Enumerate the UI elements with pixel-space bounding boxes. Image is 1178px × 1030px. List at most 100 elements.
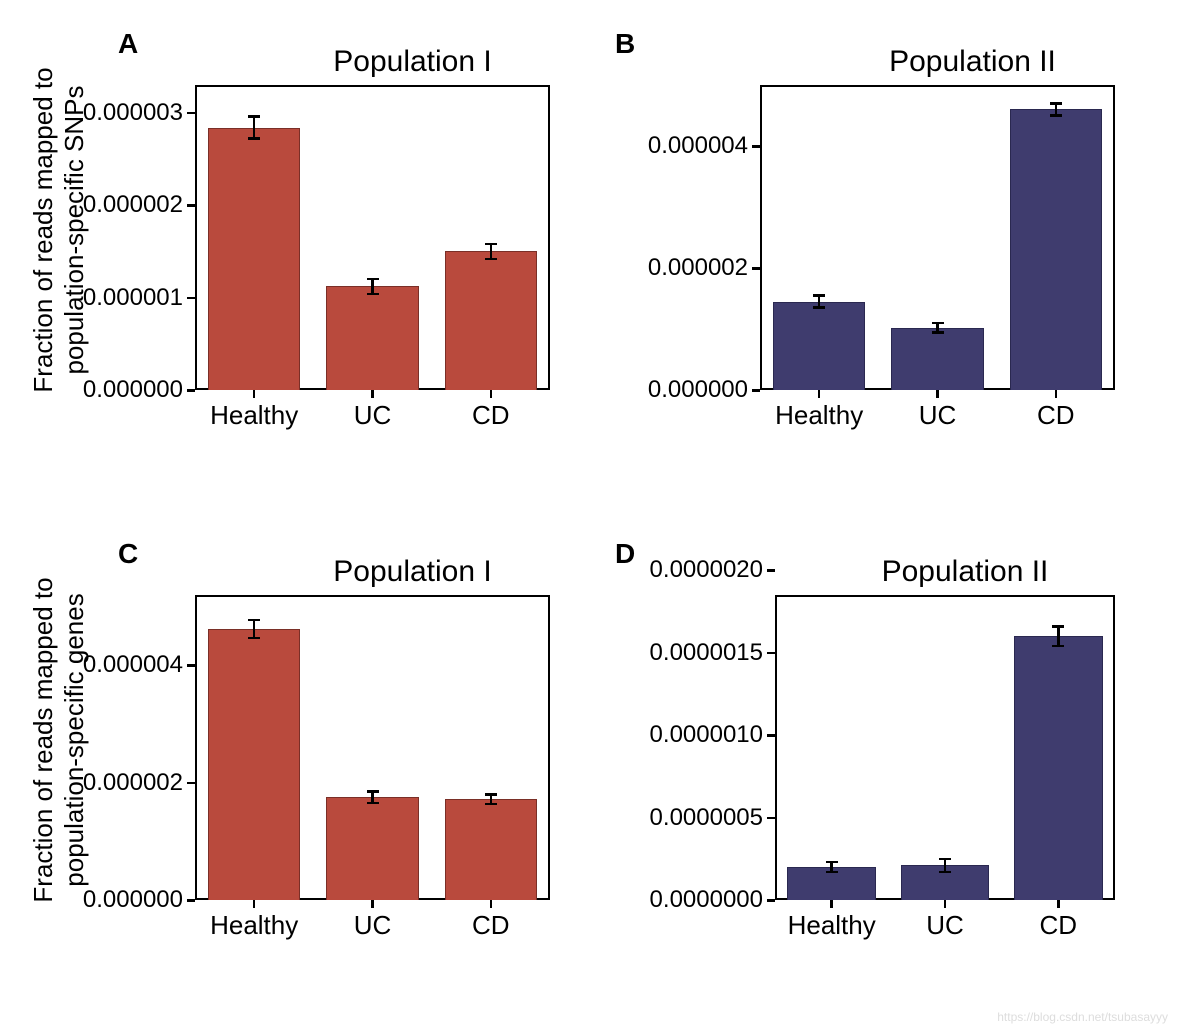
ytick-label-B-1: 0.000002 — [610, 254, 748, 282]
errorbar-cap-C-cd-1 — [485, 803, 497, 806]
errorbar-cap-B-cd-0 — [1050, 102, 1062, 105]
ytick-mark-A-3 — [187, 112, 195, 115]
ytick-label-B-0: 0.000000 — [610, 376, 748, 404]
errorbar-cap-D-healthy-1 — [826, 871, 838, 874]
ytick-label-C-2: 0.000004 — [45, 651, 183, 679]
xtick-label-B-cd: CD — [997, 400, 1115, 431]
ytick-mark-D-4 — [767, 569, 775, 572]
errorbar-cap-A-cd-0 — [485, 243, 497, 246]
errorbar-cap-B-healthy-0 — [813, 294, 825, 297]
figure-root: Fraction of reads mapped topopulation-sp… — [0, 0, 1178, 1030]
bar-C-uc — [326, 797, 418, 900]
errorbar-cap-A-healthy-0 — [248, 115, 260, 118]
errorbar-D-cd — [1057, 626, 1060, 646]
ytick-mark-B-0 — [752, 389, 760, 392]
ytick-label-C-1: 0.000002 — [45, 769, 183, 797]
ytick-label-B-2: 0.000004 — [610, 132, 748, 160]
xtick-label-D-cd: CD — [1002, 910, 1115, 941]
panel-title-A: Population I — [265, 45, 560, 79]
xtick-label-D-uc: UC — [888, 910, 1001, 941]
ytick-label-D-3: 0.0000015 — [625, 639, 763, 667]
xtick-mark-B-0 — [818, 390, 821, 398]
errorbar-cap-C-healthy-0 — [248, 619, 260, 622]
ytick-mark-A-2 — [187, 204, 195, 207]
errorbar-cap-C-cd-0 — [485, 793, 497, 796]
errorbar-cap-B-uc-0 — [932, 322, 944, 325]
xtick-mark-C-0 — [253, 900, 256, 908]
xtick-mark-C-1 — [371, 900, 374, 908]
ytick-label-D-1: 0.0000005 — [625, 804, 763, 832]
ytick-label-A-0: 0.000000 — [45, 376, 183, 404]
xtick-mark-B-1 — [936, 390, 939, 398]
panel-title-B: Population II — [825, 45, 1120, 79]
ytick-mark-C-0 — [187, 899, 195, 902]
ytick-mark-D-2 — [767, 734, 775, 737]
panel-label-B: B — [615, 28, 635, 60]
bar-A-uc — [326, 286, 418, 390]
bar-C-cd — [445, 799, 537, 900]
ytick-mark-A-1 — [187, 297, 195, 300]
xtick-label-B-uc: UC — [878, 400, 996, 431]
xtick-mark-D-0 — [830, 900, 833, 908]
bar-D-cd — [1014, 636, 1102, 900]
xtick-mark-A-1 — [371, 390, 374, 398]
panel-label-A: A — [118, 28, 138, 60]
errorbar-cap-D-cd-1 — [1052, 645, 1064, 648]
ytick-label-D-4: 0.0000020 — [625, 556, 763, 584]
errorbar-cap-C-uc-0 — [367, 790, 379, 793]
ytick-label-C-0: 0.000000 — [45, 886, 183, 914]
xtick-label-A-cd: CD — [432, 400, 550, 431]
errorbar-cap-B-cd-1 — [1050, 114, 1062, 117]
errorbar-cap-B-uc-1 — [932, 331, 944, 334]
errorbar-cap-A-uc-1 — [367, 293, 379, 296]
bar-B-uc — [891, 328, 983, 390]
xtick-label-A-uc: UC — [313, 400, 431, 431]
xtick-label-B-healthy: Healthy — [760, 400, 878, 431]
ytick-label-D-2: 0.0000010 — [625, 721, 763, 749]
ytick-mark-D-0 — [767, 899, 775, 902]
panel-title-C: Population I — [265, 555, 560, 589]
errorbar-cap-D-healthy-0 — [826, 861, 838, 864]
ytick-mark-A-0 — [187, 389, 195, 392]
ytick-label-A-3: 0.000003 — [45, 99, 183, 127]
bar-B-cd — [1010, 109, 1102, 390]
panel-label-C: C — [118, 538, 138, 570]
errorbar-cap-D-uc-1 — [939, 871, 951, 874]
errorbar-cap-A-uc-0 — [367, 278, 379, 281]
ytick-mark-C-1 — [187, 782, 195, 785]
errorbar-cap-A-healthy-1 — [248, 137, 260, 140]
ylabel-row2: Fraction of reads mapped topopulation-sp… — [28, 540, 90, 940]
bar-A-cd — [445, 251, 537, 390]
xtick-label-A-healthy: Healthy — [195, 400, 313, 431]
ytick-mark-B-1 — [752, 267, 760, 270]
xtick-mark-A-0 — [253, 390, 256, 398]
errorbar-C-healthy — [253, 620, 256, 638]
ytick-mark-C-2 — [187, 664, 195, 667]
panel-title-D: Population II — [825, 555, 1105, 589]
errorbar-A-healthy — [253, 116, 256, 138]
xtick-mark-A-2 — [490, 390, 493, 398]
ytick-label-A-1: 0.000001 — [45, 284, 183, 312]
xtick-mark-B-2 — [1055, 390, 1058, 398]
ytick-label-D-0: 0.0000000 — [625, 886, 763, 914]
xtick-label-C-healthy: Healthy — [195, 910, 313, 941]
errorbar-cap-D-cd-0 — [1052, 625, 1064, 628]
bar-B-healthy — [773, 302, 865, 390]
xtick-mark-D-2 — [1057, 900, 1060, 908]
xtick-label-C-cd: CD — [432, 910, 550, 941]
errorbar-cap-C-healthy-1 — [248, 637, 260, 640]
ytick-label-A-2: 0.000002 — [45, 191, 183, 219]
xtick-label-C-uc: UC — [313, 910, 431, 941]
ylabel-row2-line1: Fraction of reads mapped topopulation-sp… — [28, 577, 89, 902]
ylabel-row1: Fraction of reads mapped topopulation-sp… — [28, 30, 90, 430]
watermark: https://blog.csdn.net/tsubasayyy — [997, 1010, 1168, 1024]
ytick-mark-D-1 — [767, 817, 775, 820]
xtick-mark-D-1 — [944, 900, 947, 908]
errorbar-cap-C-uc-1 — [367, 802, 379, 805]
ytick-mark-D-3 — [767, 652, 775, 655]
xtick-mark-C-2 — [490, 900, 493, 908]
errorbar-cap-D-uc-0 — [939, 858, 951, 861]
bar-C-healthy — [208, 629, 300, 900]
ytick-mark-B-2 — [752, 145, 760, 148]
bar-A-healthy — [208, 128, 300, 390]
